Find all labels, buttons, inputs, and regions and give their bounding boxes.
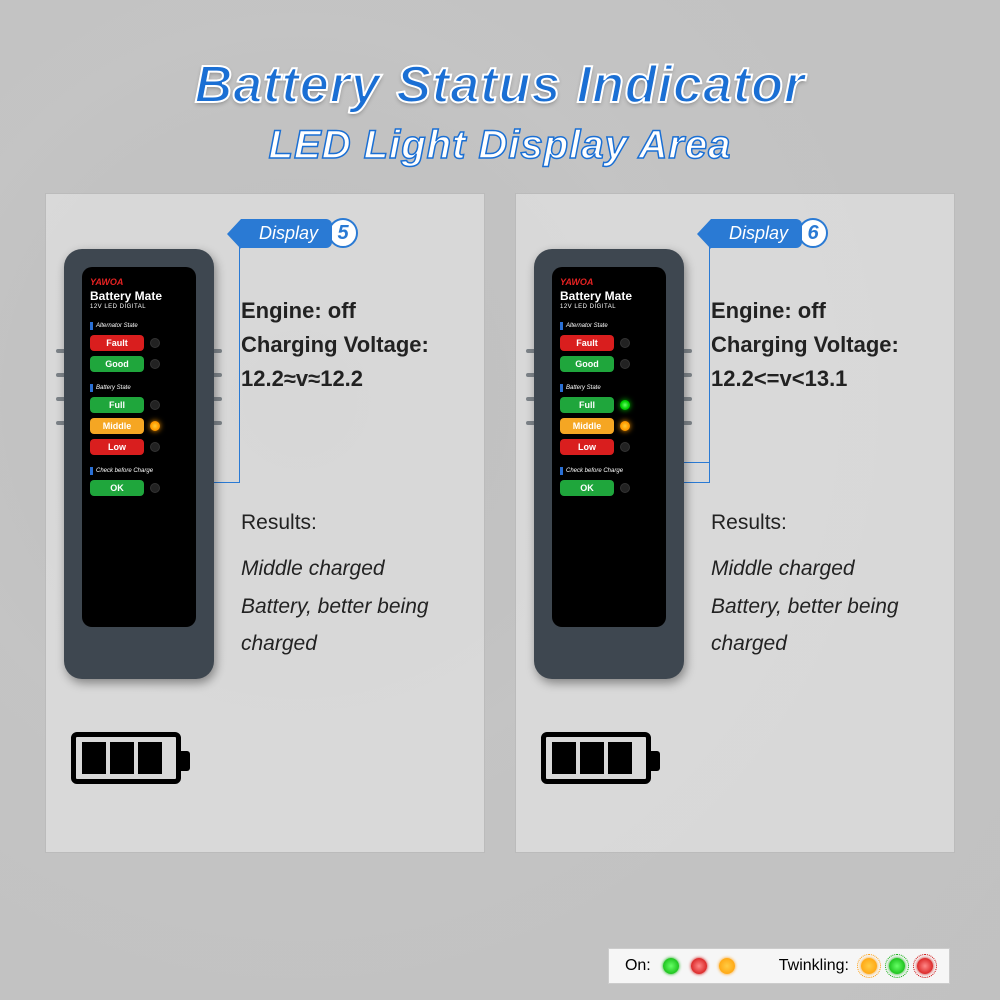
model-text: 12V LED DIGITAL bbox=[560, 304, 658, 310]
led-middle bbox=[150, 421, 160, 431]
results-line: charged bbox=[241, 625, 429, 663]
alternator-label: Alternator State bbox=[560, 322, 658, 330]
panels-container: Display 5 Engine: off Charging Voltage: … bbox=[0, 193, 1000, 853]
check-label: Check before Charge bbox=[90, 467, 188, 475]
pill-ok: OK bbox=[560, 480, 614, 496]
led-fault bbox=[150, 338, 160, 348]
subtitle: LED Light Display Area bbox=[0, 123, 1000, 168]
led-full bbox=[620, 400, 630, 410]
pill-fault: Fault bbox=[90, 335, 144, 351]
brand-logo: YAWOA bbox=[90, 277, 188, 287]
engine-state: Engine: off bbox=[241, 294, 429, 328]
callout-line-vert bbox=[239, 234, 240, 482]
results-line: Battery, better being bbox=[241, 588, 429, 626]
legend-led-orange-icon bbox=[719, 958, 735, 974]
pill-good: Good bbox=[90, 356, 144, 372]
results-line: Middle charged bbox=[241, 550, 429, 588]
charging-label: Charging Voltage: bbox=[711, 328, 899, 362]
engine-state: Engine: off bbox=[711, 294, 899, 328]
results-label: Results: bbox=[241, 504, 429, 542]
display-tag: Display 5 bbox=[241, 218, 358, 248]
pill-full: Full bbox=[90, 397, 144, 413]
pill-middle: Middle bbox=[90, 418, 144, 434]
info-block: Engine: off Charging Voltage: 12.2<=v<13… bbox=[711, 294, 899, 396]
pill-full: Full bbox=[560, 397, 614, 413]
legend-on-label: On: bbox=[625, 957, 651, 975]
device-screen: YAWOA Battery Mate 12V LED DIGITAL Alter… bbox=[82, 267, 196, 627]
led-ok bbox=[150, 483, 160, 493]
display-tag: Display 6 bbox=[711, 218, 828, 248]
pill-ok: OK bbox=[90, 480, 144, 496]
charging-value: 12.2≈v≈12.2 bbox=[241, 362, 429, 396]
results-line: Middle charged bbox=[711, 550, 899, 588]
device-right: YAWOA Battery Mate 12V LED DIGITAL Alter… bbox=[534, 249, 684, 679]
display-number: 5 bbox=[328, 218, 358, 248]
results-line: Battery, better being bbox=[711, 588, 899, 626]
legend-twinkling-label: Twinkling: bbox=[779, 957, 849, 975]
alternator-label: Alternator State bbox=[90, 322, 188, 330]
product-name: Battery Mate bbox=[90, 289, 188, 303]
header: Battery Status Indicator LED Light Displ… bbox=[0, 0, 1000, 168]
display-label: Display bbox=[711, 219, 802, 248]
led-low bbox=[150, 442, 160, 452]
legend-twinkle-orange-icon bbox=[861, 958, 877, 974]
battery-icon bbox=[541, 732, 651, 784]
results-block: Results: Middle charged Battery, better … bbox=[241, 504, 429, 663]
legend-twinkle-red-icon bbox=[917, 958, 933, 974]
panel-display-5: Display 5 Engine: off Charging Voltage: … bbox=[45, 193, 485, 853]
results-label: Results: bbox=[711, 504, 899, 542]
display-label: Display bbox=[241, 219, 332, 248]
info-block: Engine: off Charging Voltage: 12.2≈v≈12.… bbox=[241, 294, 429, 396]
pill-low: Low bbox=[90, 439, 144, 455]
pill-fault: Fault bbox=[560, 335, 614, 351]
charging-value: 12.2<=v<13.1 bbox=[711, 362, 899, 396]
device-screen: YAWOA Battery Mate 12V LED DIGITAL Alter… bbox=[552, 267, 666, 627]
led-ok bbox=[620, 483, 630, 493]
pill-low: Low bbox=[560, 439, 614, 455]
led-good bbox=[620, 359, 630, 369]
led-good bbox=[150, 359, 160, 369]
battery-label: Battery State bbox=[90, 384, 188, 392]
battery-icon bbox=[71, 732, 181, 784]
results-line: charged bbox=[711, 625, 899, 663]
led-fault bbox=[620, 338, 630, 348]
callout-line-vert bbox=[709, 234, 710, 482]
led-middle bbox=[620, 421, 630, 431]
brand-logo: YAWOA bbox=[560, 277, 658, 287]
led-full bbox=[150, 400, 160, 410]
model-text: 12V LED DIGITAL bbox=[90, 304, 188, 310]
device-left: YAWOA Battery Mate 12V LED DIGITAL Alter… bbox=[64, 249, 214, 679]
legend-led-red-icon bbox=[691, 958, 707, 974]
pill-good: Good bbox=[560, 356, 614, 372]
main-title: Battery Status Indicator bbox=[0, 55, 1000, 115]
led-low bbox=[620, 442, 630, 452]
product-name: Battery Mate bbox=[560, 289, 658, 303]
results-block: Results: Middle charged Battery, better … bbox=[711, 504, 899, 663]
legend-led-green-icon bbox=[663, 958, 679, 974]
legend: On: Twinkling: bbox=[608, 948, 950, 984]
charging-label: Charging Voltage: bbox=[241, 328, 429, 362]
battery-label: Battery State bbox=[560, 384, 658, 392]
pill-middle: Middle bbox=[560, 418, 614, 434]
check-label: Check before Charge bbox=[560, 467, 658, 475]
display-number: 6 bbox=[798, 218, 828, 248]
panel-display-6: Display 6 Engine: off Charging Voltage: … bbox=[515, 193, 955, 853]
legend-twinkle-green-icon bbox=[889, 958, 905, 974]
